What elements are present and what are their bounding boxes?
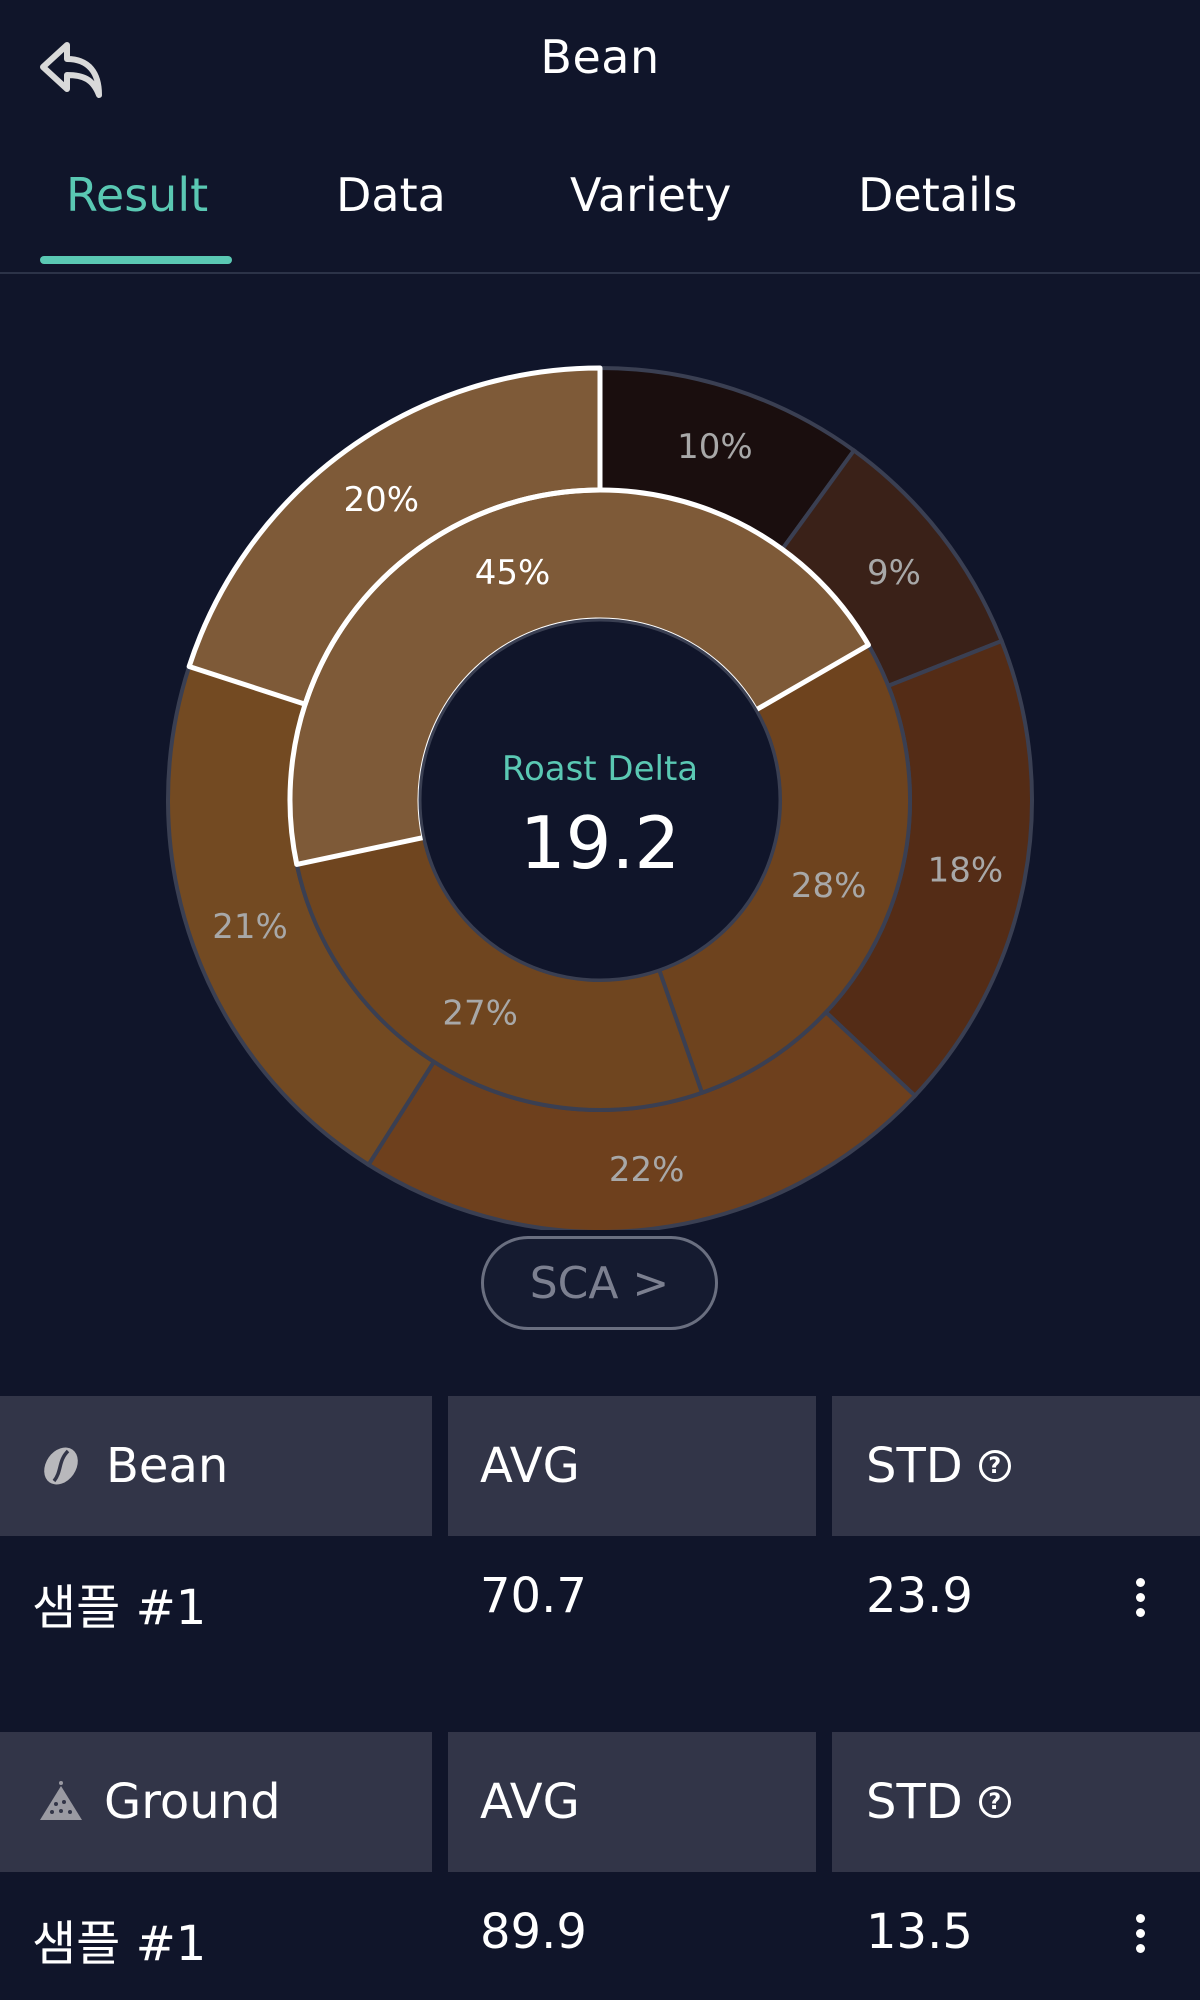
- ground-label: Ground: [104, 1774, 281, 1830]
- tab-data[interactable]: Data: [336, 168, 446, 222]
- outer-ring-label: 22%: [609, 1150, 685, 1190]
- ground-header-cell: Ground: [0, 1732, 432, 1872]
- avg-header-label: AVG: [480, 1774, 580, 1830]
- ground-std-header: STD ?: [832, 1732, 1200, 1872]
- std-header-label: STD: [866, 1438, 963, 1494]
- coffee-bean-icon: [44, 1447, 78, 1485]
- tab-bar: Result Data Variety Details: [0, 150, 1200, 274]
- bean-header-cell: Bean: [0, 1396, 432, 1536]
- ground-avg-header: AVG: [448, 1732, 816, 1872]
- back-button[interactable]: [30, 28, 114, 112]
- bean-std-value: 23.9: [866, 1568, 973, 1624]
- active-tab-indicator: [40, 256, 232, 264]
- outer-ring-label: 21%: [212, 907, 288, 947]
- outer-ring-label: 18%: [928, 851, 1004, 891]
- sca-button[interactable]: SCA >: [481, 1236, 718, 1330]
- donut-chart: 10% 9% 18% 22% 21% 20% 28% 27% 45% Roast Delta 19.…: [166, 365, 1034, 1234]
- donut-center: [418, 618, 782, 982]
- help-circle-icon[interactable]: ?: [978, 1450, 1011, 1482]
- more-options-icon[interactable]: [1120, 1898, 1160, 1968]
- inner-ring-label: 28%: [791, 866, 867, 906]
- inner-ring-label: 27%: [442, 994, 518, 1034]
- bean-sample-label: 샘플 #1: [32, 1580, 207, 1636]
- outer-ring-label: 9%: [867, 553, 921, 593]
- ground-sample-label: 샘플 #1: [32, 1916, 207, 1972]
- page-title: Bean: [540, 30, 660, 84]
- ground-std-value: 13.5: [866, 1904, 973, 1960]
- back-arrow-icon: [40, 42, 102, 98]
- inner-ring-label: 45%: [475, 553, 551, 593]
- bean-label: Bean: [106, 1438, 229, 1494]
- tab-variety[interactable]: Variety: [570, 168, 732, 222]
- help-circle-icon[interactable]: ?: [978, 1786, 1011, 1818]
- std-header-label: STD: [866, 1774, 963, 1830]
- bean-avg-header: AVG: [448, 1396, 816, 1536]
- more-options-icon[interactable]: [1120, 1562, 1160, 1632]
- tab-result[interactable]: Result: [66, 168, 209, 222]
- center-label: Roast Delta: [502, 749, 698, 789]
- outer-ring-label: 10%: [677, 427, 753, 467]
- bean-avg-value: 70.7: [480, 1568, 587, 1624]
- app-header: Bean: [0, 0, 1200, 120]
- tab-details[interactable]: Details: [858, 168, 1018, 222]
- ground-coffee-icon: [40, 1781, 82, 1820]
- ground-avg-value: 89.9: [480, 1904, 587, 1960]
- roast-chart: 10% 9% 18% 22% 21% 20% 28% 27% 45% Roast Delta 19.…: [0, 290, 1200, 1234]
- avg-header-label: AVG: [480, 1438, 580, 1494]
- outer-ring-label: 20%: [344, 480, 420, 520]
- bean-std-header: STD ?: [832, 1396, 1200, 1536]
- center-value: 19.2: [520, 801, 680, 885]
